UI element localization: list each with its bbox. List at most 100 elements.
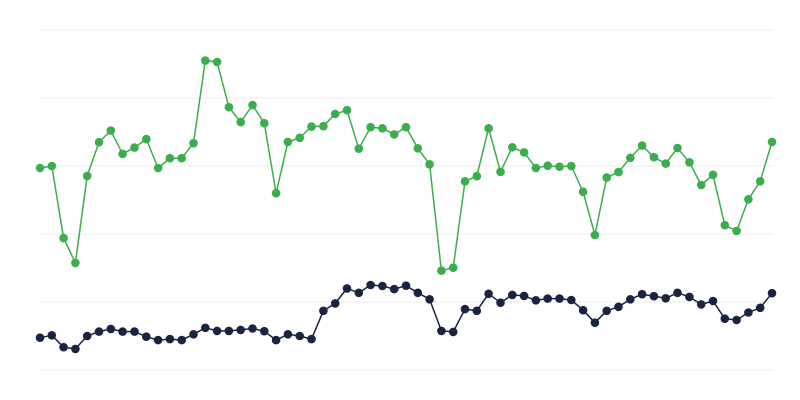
navy-series-point (106, 324, 116, 334)
green-series-point (47, 161, 57, 171)
navy-series-point (460, 304, 470, 314)
green-series-point (614, 167, 623, 177)
navy-series-point (767, 288, 777, 298)
green-series-point (755, 177, 765, 186)
navy-series-point (94, 327, 104, 336)
navy-series-point (673, 288, 682, 298)
green-series-point (460, 177, 470, 186)
green-series-point (153, 163, 163, 173)
navy-series-point (578, 305, 588, 315)
green-series-point (248, 100, 257, 110)
green-series-point (59, 233, 68, 243)
green-series-point (508, 143, 517, 152)
navy-series-point (555, 294, 564, 303)
green-series-point (661, 159, 670, 168)
green-series-point (283, 137, 293, 147)
navy-series-point (732, 315, 741, 325)
green-series-point (767, 137, 777, 147)
green-series-point (106, 126, 116, 135)
navy-series-point (47, 331, 57, 340)
navy-series-point (378, 281, 387, 291)
navy-series-point (295, 331, 305, 341)
green-series-point (673, 143, 682, 153)
navy-series-point (236, 325, 245, 335)
green-series-point (602, 173, 611, 182)
navy-series-point (531, 296, 541, 305)
navy-series-point (212, 326, 222, 336)
green-series-point (260, 118, 269, 128)
navy-series-point (142, 332, 151, 342)
navy-series-point (425, 295, 434, 304)
navy-series-point (71, 344, 80, 354)
green-series-point (531, 163, 541, 173)
green-series-point (437, 266, 446, 276)
navy-series-point (496, 298, 505, 308)
navy-series-point (260, 326, 269, 336)
navy-series-point (508, 290, 517, 300)
navy-series-point (401, 281, 411, 291)
navy-series-point (685, 292, 694, 302)
green-series-point (189, 138, 198, 148)
navy-series-point (448, 327, 458, 337)
green-series-point (637, 141, 647, 150)
navy-series-point (519, 291, 529, 301)
green-series-point (696, 180, 706, 190)
green-series-point (354, 144, 364, 153)
green-series-point (271, 188, 281, 198)
green-series-point (212, 57, 222, 67)
navy-series-point (283, 330, 293, 339)
navy-series-point (189, 330, 198, 339)
green-series-point (555, 162, 564, 171)
green-series-point (94, 137, 104, 147)
green-series-point (342, 105, 352, 115)
navy-series-point (484, 289, 493, 299)
navy-series-point (153, 335, 163, 345)
green-series-point (519, 148, 529, 157)
green-series-point (649, 152, 659, 162)
navy-series-point (708, 296, 718, 306)
navy-series-point (224, 326, 234, 336)
green-series-point (626, 153, 635, 163)
green-series-point (319, 121, 328, 131)
navy-series-point (165, 334, 175, 344)
green-series-point (378, 124, 387, 133)
green-series-point (496, 167, 505, 177)
green-series-point (130, 143, 139, 152)
green-series-point (732, 226, 741, 236)
navy-series-point (342, 284, 352, 293)
navy-series-point (755, 303, 765, 313)
green-series-point (295, 133, 305, 143)
navy-series-point (649, 291, 659, 301)
green-series-point (236, 117, 245, 127)
green-series-point (472, 171, 482, 181)
green-series-point (201, 56, 210, 65)
green-series-point (567, 161, 576, 171)
navy-series-point (437, 326, 446, 336)
navy-series-point (614, 302, 623, 312)
green-series-point (744, 195, 753, 204)
navy-series-point (389, 284, 399, 294)
green-series-point (425, 160, 434, 169)
navy-series-point (82, 331, 92, 341)
green-series-point (35, 163, 45, 173)
green-series-point (142, 134, 151, 144)
navy-series-point (661, 294, 670, 303)
navy-series-point (35, 333, 45, 343)
navy-series-point (602, 306, 611, 316)
green-series-point (543, 161, 552, 170)
navy-series-point (59, 342, 68, 352)
green-series-point (165, 153, 175, 163)
navy-series-point (201, 323, 210, 333)
navy-series-point (744, 308, 753, 317)
green-series-point (307, 122, 316, 131)
navy-series-point (330, 299, 340, 308)
green-series-point (177, 153, 186, 163)
navy-series-point (472, 306, 482, 316)
green-series-point (590, 230, 600, 240)
navy-series-line (39, 284, 773, 350)
navy-series-point (637, 289, 647, 299)
green-series-point (448, 263, 458, 273)
navy-series-point (271, 335, 281, 345)
navy-series-point (177, 335, 186, 345)
